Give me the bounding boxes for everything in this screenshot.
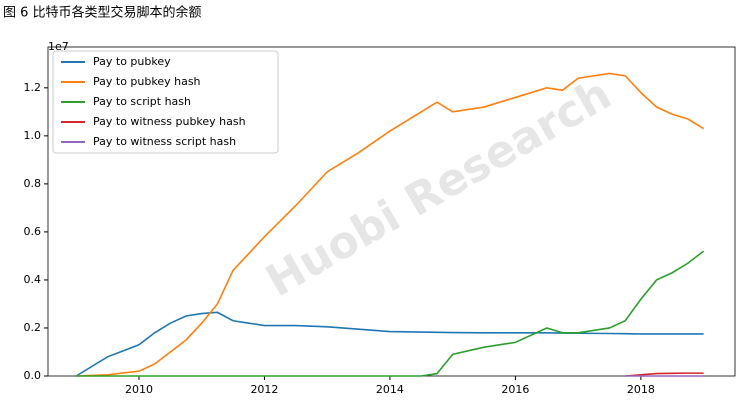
y-tick-label: 1.2 <box>24 81 42 94</box>
series-line <box>625 372 704 377</box>
x-tick-label: 2010 <box>125 383 153 396</box>
series-line <box>76 250 705 377</box>
y-tick-label: 0.8 <box>24 177 42 190</box>
y-tick-label: 0.0 <box>24 369 42 382</box>
legend-box <box>52 50 279 154</box>
x-tick-label: 2014 <box>376 383 404 396</box>
series-line <box>76 72 705 377</box>
legend-label: Pay to witness script hash <box>93 135 236 148</box>
legend-label: Pay to witness pubkey hash <box>93 115 246 128</box>
y-tick-label: 1.0 <box>24 129 42 142</box>
legend-label: Pay to pubkey <box>93 55 171 68</box>
y-tick-label: 0.2 <box>24 321 42 334</box>
x-tick-label: 2012 <box>250 383 278 396</box>
legend-label: Pay to pubkey hash <box>93 75 201 88</box>
x-tick-label: 2018 <box>627 383 655 396</box>
y-offset-label: 1e7 <box>48 40 69 53</box>
x-tick-label: 2016 <box>501 383 529 396</box>
y-tick-label: 0.4 <box>24 273 42 286</box>
legend-label: Pay to script hash <box>93 95 191 108</box>
y-tick-label: 0.6 <box>24 225 42 238</box>
series-line <box>75 311 704 377</box>
chart-title: 图 6 比特币各类型交易脚本的余额 <box>3 5 202 21</box>
